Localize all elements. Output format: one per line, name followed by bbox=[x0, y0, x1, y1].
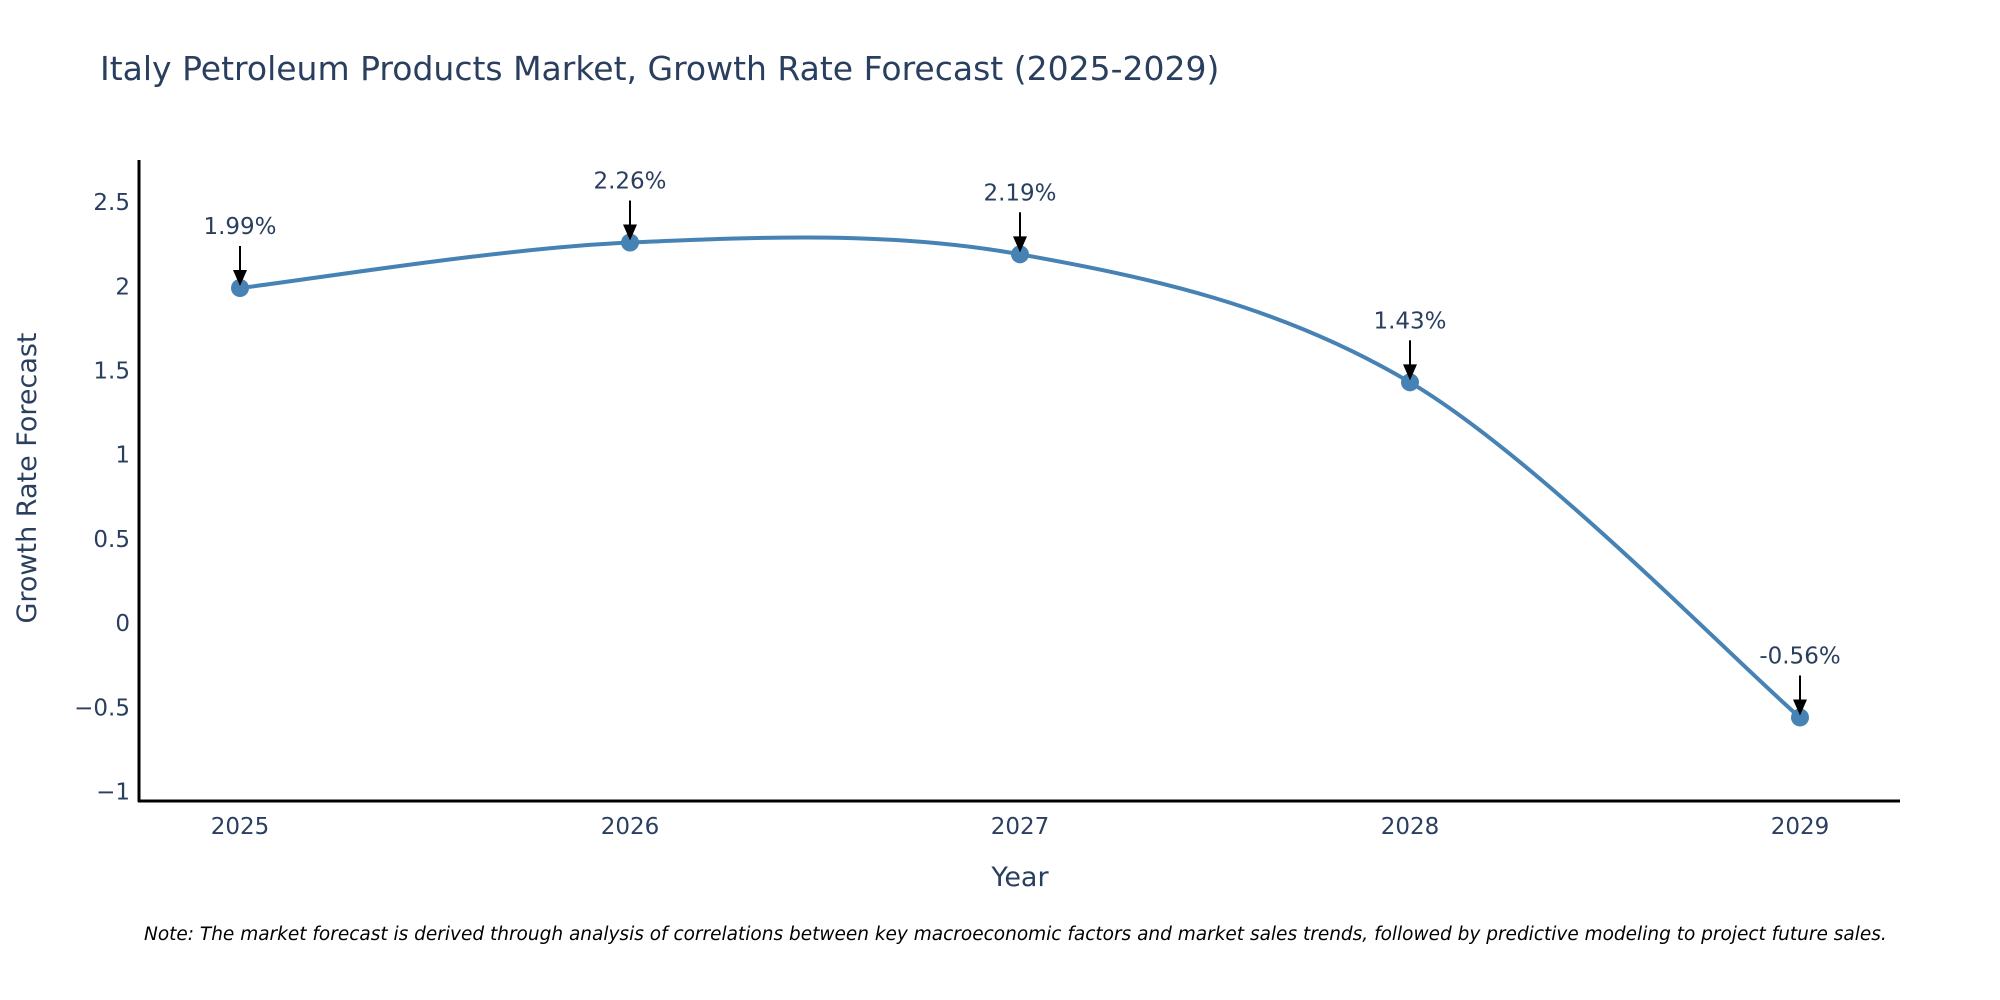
data-points bbox=[231, 233, 1809, 727]
data-label: 2.26% bbox=[593, 169, 666, 195]
y-tick-label: 0 bbox=[115, 611, 130, 637]
y-tick-label: 1 bbox=[115, 443, 130, 469]
annotation-arrow-head bbox=[233, 270, 247, 286]
x-tick-label: 2029 bbox=[1771, 814, 1830, 840]
y-axis-title: Growth Rate Forecast bbox=[12, 332, 43, 623]
footnote: Note: The market forecast is derived thr… bbox=[144, 924, 1887, 945]
annotation-arrow-head bbox=[623, 224, 637, 241]
data-point bbox=[621, 233, 639, 252]
y-tick-label: 2.5 bbox=[93, 190, 130, 216]
annotation-arrow-head bbox=[1013, 236, 1027, 253]
series-line bbox=[239, 235, 1802, 719]
y-tick-label: 2 bbox=[115, 274, 130, 300]
x-tick-label: 2027 bbox=[991, 814, 1050, 840]
x-tick-label: 2025 bbox=[211, 814, 270, 840]
x-tick-label: 2026 bbox=[601, 814, 660, 840]
data-label: 2.19% bbox=[983, 180, 1056, 206]
data-point bbox=[231, 279, 249, 297]
data-point bbox=[1011, 245, 1029, 264]
annotation-arrow-head bbox=[1403, 364, 1417, 381]
data-point bbox=[1791, 708, 1809, 727]
data-label: 1.43% bbox=[1373, 308, 1446, 334]
annotation-arrow-head bbox=[1793, 699, 1807, 716]
x-axis-ticks: 2025 2026 2027 2028 2029 bbox=[211, 814, 1830, 840]
data-label: 1.99% bbox=[203, 214, 276, 240]
x-axis-title: Year bbox=[990, 862, 1049, 893]
y-tick-label: −1 bbox=[96, 780, 130, 806]
y-tick-label: 0.5 bbox=[93, 527, 130, 553]
data-point bbox=[1401, 373, 1419, 392]
data-annotations: 1.99% 2.26% 2.19% 1.43% -0.56% bbox=[203, 169, 1841, 716]
y-tick-label: 1.5 bbox=[93, 359, 130, 385]
data-label: -0.56% bbox=[1759, 643, 1840, 669]
y-axis-ticks: −1 −0.5 0 0.5 1 1.5 2 2.5 bbox=[74, 190, 130, 805]
x-tick-label: 2028 bbox=[1381, 814, 1440, 840]
y-tick-label: −0.5 bbox=[74, 695, 130, 721]
chart-title: Italy Petroleum Products Market, Growth … bbox=[100, 49, 1219, 88]
